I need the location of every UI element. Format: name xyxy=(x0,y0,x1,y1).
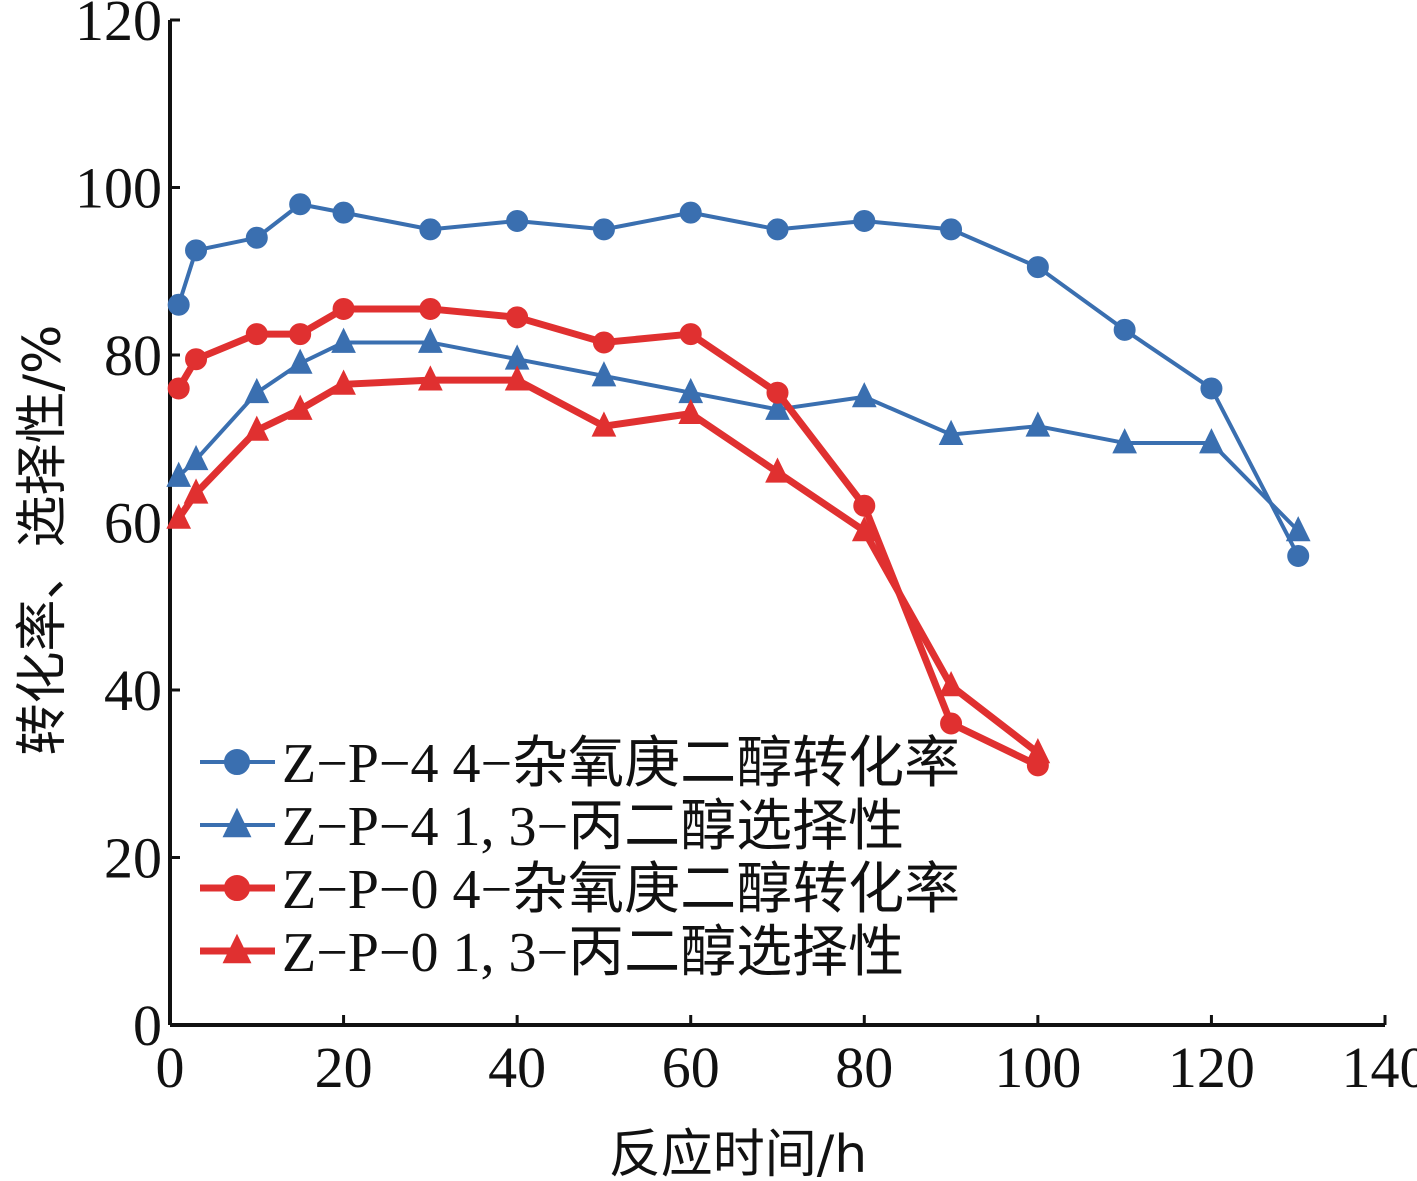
series-line xyxy=(176,202,1300,557)
data-point-circle xyxy=(289,323,312,346)
data-point-triangle xyxy=(1025,411,1051,437)
data-point-triangle xyxy=(1025,738,1051,764)
y-tick-label: 80 xyxy=(104,323,162,388)
x-tick-label: 0 xyxy=(156,1035,185,1100)
legend-marker-circle xyxy=(224,749,250,775)
data-point-circle xyxy=(766,218,789,241)
data-point-circle xyxy=(1287,545,1310,567)
data-point-triangle xyxy=(1199,428,1224,454)
data-point-circle xyxy=(167,377,190,400)
data-point-circle xyxy=(506,306,529,329)
legend-item: Z−P−0 1, 3−丙二醇选择性 xyxy=(200,922,904,984)
y-tick-label: 120 xyxy=(75,0,162,53)
series-3 xyxy=(166,365,1051,764)
legend-label: Z−P−4 4−杂氧庚二醇转化率 xyxy=(282,733,960,795)
data-point-triangle xyxy=(591,411,617,437)
data-point-circle xyxy=(185,348,208,371)
legend-marker-triangle xyxy=(222,807,252,838)
data-point-circle xyxy=(1113,318,1136,341)
data-point-circle xyxy=(592,331,615,354)
data-point-triangle xyxy=(287,348,313,374)
data-point-circle xyxy=(419,297,442,320)
data-point-triangle xyxy=(591,361,617,387)
data-point-circle xyxy=(853,210,876,232)
y-tick-label: 40 xyxy=(104,658,162,723)
x-tick-label: 120 xyxy=(1168,1035,1255,1100)
data-point-triangle xyxy=(331,327,356,353)
data-point-triangle xyxy=(244,415,270,441)
data-point-triangle xyxy=(418,327,443,353)
legend-item: Z−P−0 4−杂氧庚二醇转化率 xyxy=(200,859,960,921)
data-point-circle xyxy=(853,494,876,517)
data-point-triangle xyxy=(418,365,443,391)
data-point-circle xyxy=(940,712,963,735)
data-point-circle xyxy=(167,293,190,316)
data-point-triangle xyxy=(287,394,313,420)
y-tick-label: 60 xyxy=(104,491,162,556)
data-point-circle xyxy=(940,218,963,241)
data-point-circle xyxy=(506,210,529,232)
series-2 xyxy=(167,297,1049,777)
data-point-circle xyxy=(332,297,355,320)
series-1 xyxy=(166,327,1311,542)
legend-item: Z−P−4 4−杂氧庚二醇转化率 xyxy=(200,733,960,795)
data-point-triangle xyxy=(1112,428,1137,454)
data-point-circle xyxy=(185,239,208,262)
legend-label: Z−P−4 1, 3−丙二醇选择性 xyxy=(282,796,904,858)
data-point-triangle xyxy=(331,369,356,395)
x-tick-label: 80 xyxy=(835,1035,893,1100)
data-point-circle xyxy=(245,323,268,346)
data-point-triangle xyxy=(938,671,964,697)
data-point-triangle xyxy=(166,461,192,487)
x-tick-label: 140 xyxy=(1342,1035,1417,1100)
data-point-triangle xyxy=(765,457,790,483)
x-axis-title: 反应时间/h xyxy=(609,1125,867,1181)
series-0 xyxy=(167,193,1310,567)
data-point-triangle xyxy=(183,478,209,504)
series-layer xyxy=(166,193,1311,777)
x-tick-label: 100 xyxy=(994,1035,1081,1100)
data-point-circle xyxy=(766,381,789,404)
data-point-circle xyxy=(1200,377,1223,400)
data-point-circle xyxy=(592,218,615,241)
data-point-triangle xyxy=(851,382,877,408)
data-point-circle xyxy=(419,218,442,241)
data-point-circle xyxy=(679,323,702,346)
data-point-triangle xyxy=(851,516,877,542)
legend-item: Z−P−4 1, 3−丙二醇选择性 xyxy=(200,796,904,858)
legend-label: Z−P−0 4−杂氧庚二醇转化率 xyxy=(282,859,960,921)
data-point-circle xyxy=(679,201,702,224)
data-point-triangle xyxy=(1285,516,1311,542)
y-axis-title: 转化率、选择性/% xyxy=(13,325,73,756)
data-point-circle xyxy=(289,193,312,216)
legend-marker-circle xyxy=(224,875,250,901)
data-point-triangle xyxy=(166,503,192,529)
legend-label: Z−P−0 1, 3−丙二醇选择性 xyxy=(282,922,904,984)
data-point-circle xyxy=(1026,256,1049,279)
data-point-circle xyxy=(332,201,355,224)
x-tick-label: 60 xyxy=(662,1035,720,1100)
ticks: 0 20 40 60 80 100 120 140 0 20 40 60 80 100 120 xyxy=(75,0,1417,1100)
x-tick-label: 20 xyxy=(315,1035,373,1100)
series-line xyxy=(177,340,1300,533)
y-tick-label: 0 xyxy=(133,993,162,1058)
y-tick-label: 20 xyxy=(104,826,162,891)
legend-marker-triangle xyxy=(222,933,252,964)
data-point-circle xyxy=(245,226,268,249)
data-point-triangle xyxy=(765,394,790,420)
data-point-triangle xyxy=(504,365,530,391)
x-tick-label: 40 xyxy=(488,1035,546,1100)
data-point-triangle xyxy=(678,398,704,425)
data-point-triangle xyxy=(938,419,964,445)
data-point-triangle xyxy=(244,377,270,404)
data-point-triangle xyxy=(183,444,209,471)
y-tick-label: 100 xyxy=(75,156,162,221)
